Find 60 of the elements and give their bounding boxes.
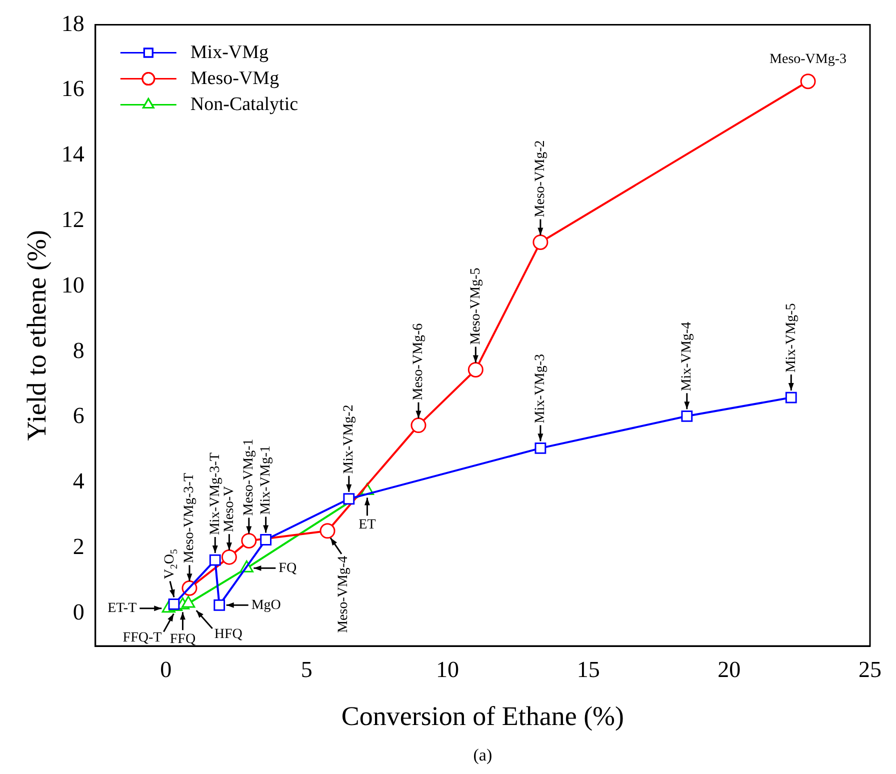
point bbox=[182, 596, 196, 608]
y-tick-label: 18 bbox=[61, 10, 84, 36]
legend-label: Non-Catalytic bbox=[190, 94, 298, 115]
annotation: ET bbox=[358, 517, 376, 532]
point bbox=[209, 554, 221, 566]
point bbox=[214, 599, 226, 611]
y-tick-label: 4 bbox=[72, 468, 85, 494]
annotation: Meso-VMg-4 bbox=[336, 556, 352, 633]
text: (a) bbox=[473, 745, 492, 764]
legend-label: Mix-VMg bbox=[190, 42, 270, 63]
annotation: Mix-VMg-3-T bbox=[208, 452, 223, 536]
x-tick-label: 5 bbox=[300, 656, 312, 682]
point bbox=[534, 442, 546, 454]
point bbox=[343, 493, 355, 505]
annotation: Meso-VMg-6 bbox=[411, 323, 426, 400]
point bbox=[800, 74, 816, 90]
point bbox=[320, 523, 336, 539]
point bbox=[260, 534, 272, 546]
y-tick-label: 8 bbox=[72, 338, 84, 363]
annotation: Mix-VMg-5 bbox=[784, 303, 799, 373]
x-tick-label: 15 bbox=[576, 656, 600, 682]
point bbox=[241, 532, 257, 548]
x-tick-label: 0 bbox=[160, 656, 172, 682]
y-axis-title: Yield to ethene (%) bbox=[21, 230, 52, 441]
annotation: Meso-VMg-3-T bbox=[182, 472, 198, 564]
x-tick-label: 25 bbox=[858, 656, 882, 682]
annotation: FQ bbox=[278, 560, 297, 576]
point bbox=[681, 410, 693, 422]
y-tick-label: 6 bbox=[72, 403, 84, 428]
point bbox=[410, 418, 426, 434]
annotation: V2O5 bbox=[162, 549, 180, 580]
annotation: Meso-VMg-2 bbox=[533, 140, 548, 218]
annotation: Mix-VMg-2 bbox=[342, 404, 357, 474]
y-tick-label: 14 bbox=[61, 142, 85, 167]
annotation: HFQ bbox=[214, 627, 242, 642]
annotation: Meso-VMg-5 bbox=[468, 268, 484, 345]
point bbox=[785, 392, 797, 404]
point bbox=[168, 598, 180, 610]
annotation: Meso-VMg-3 bbox=[770, 52, 847, 68]
point bbox=[532, 234, 548, 250]
annotation: FFQ-T bbox=[122, 630, 162, 646]
annotation: Mix-VMg-3 bbox=[533, 354, 548, 424]
y-tick-label: 2 bbox=[72, 534, 84, 559]
annotation: ET-T bbox=[108, 601, 138, 616]
legend-label: Meso-VMg bbox=[190, 68, 280, 89]
x-axis-title: Conversion of Ethane (%) bbox=[341, 700, 624, 731]
annotation: Mix-VMg-4 bbox=[680, 322, 695, 392]
y-tick-label: 0 bbox=[72, 599, 84, 624]
annotation: FFQ bbox=[170, 632, 196, 647]
y-tick-label: 16 bbox=[61, 76, 84, 102]
point bbox=[221, 549, 237, 565]
annotation: Meso-V bbox=[222, 486, 237, 532]
point bbox=[468, 362, 484, 378]
annotation: MgO bbox=[251, 598, 281, 613]
y-tick-label: 10 bbox=[61, 272, 84, 298]
annotation: Mix-VMg-1 bbox=[258, 446, 274, 515]
x-tick-label: 20 bbox=[718, 656, 741, 682]
y-tick-label: 12 bbox=[61, 207, 84, 232]
x-tick-label: 10 bbox=[436, 656, 459, 682]
annotation: Meso-VMg-1 bbox=[242, 438, 257, 516]
